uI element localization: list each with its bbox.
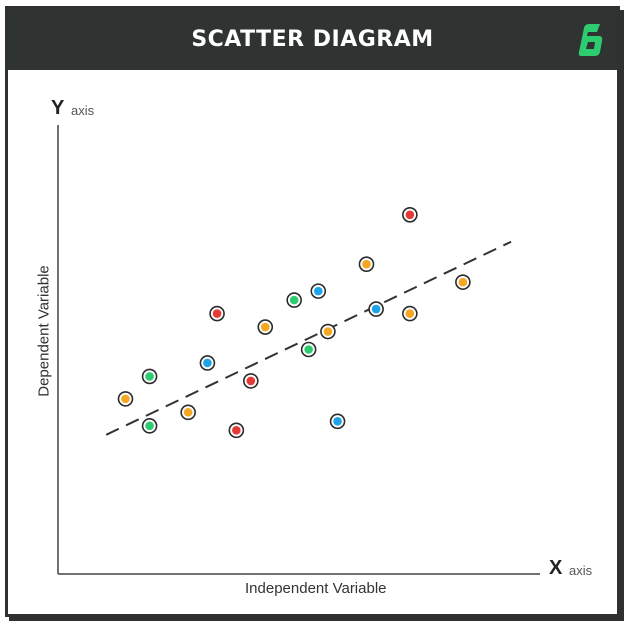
x-axis-title: Independent Variable bbox=[245, 580, 387, 597]
y-axis-word: axis bbox=[71, 103, 95, 118]
brand-logo-icon bbox=[578, 24, 603, 56]
x-axis-letter: X bbox=[549, 557, 563, 579]
diagram-card: SCATTER DIAGRAM bbox=[5, 6, 620, 617]
x-axis-word: axis bbox=[569, 563, 593, 578]
header-bar: SCATTER DIAGRAM bbox=[8, 9, 617, 70]
y-axis-letter: Y bbox=[51, 97, 65, 119]
page-title: SCATTER DIAGRAM bbox=[191, 27, 434, 52]
y-axis-title: Dependent Variable bbox=[35, 265, 53, 397]
